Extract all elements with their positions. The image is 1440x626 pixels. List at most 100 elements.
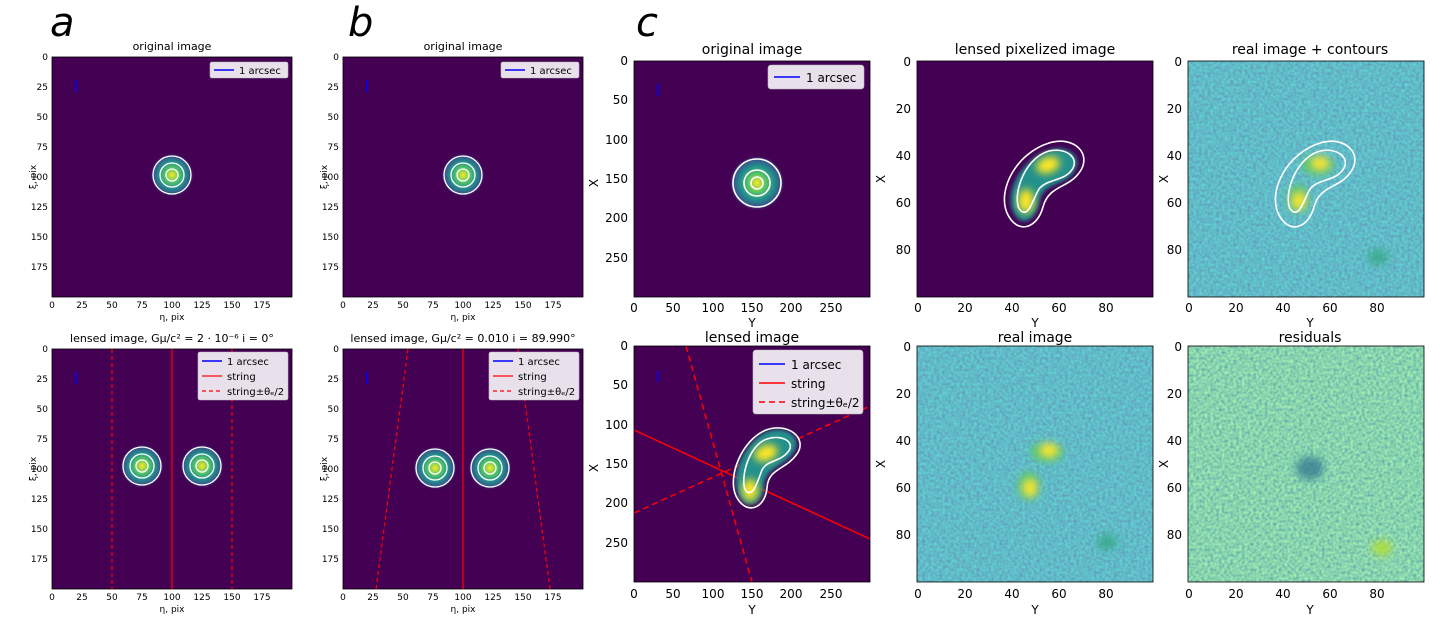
panel-title: lensed image, Gμ/c² = 0.010 i = 89.990° [350, 332, 575, 345]
svg-text:0: 0 [630, 301, 638, 315]
svg-text:40: 40 [1275, 301, 1290, 315]
svg-text:60: 60 [896, 196, 911, 210]
svg-text:0: 0 [1174, 55, 1182, 69]
svg-text:150: 150 [514, 301, 531, 311]
legend-label: 1 arcsec [239, 66, 281, 77]
panel-title: real image [998, 330, 1073, 346]
x-label: η, pix [451, 313, 477, 323]
x-ticks: 0 20 40 60 80 [1185, 587, 1384, 601]
legend-label: 1 arcsec [227, 357, 269, 368]
panel-c-real: real image 0 20 40 60 80 0 20 40 60 80 [874, 330, 1154, 617]
x-ticks: 0 20 40 60 80 [914, 301, 1113, 315]
x-ticks: 0 20 40 60 80 [914, 587, 1113, 601]
x-label: Y [1030, 316, 1039, 330]
svg-text:100: 100 [605, 418, 628, 432]
svg-text:200: 200 [605, 211, 628, 225]
svg-text:20: 20 [896, 387, 911, 401]
svg-text:0: 0 [49, 301, 55, 311]
svg-text:150: 150 [741, 301, 764, 315]
svg-text:175: 175 [544, 593, 561, 603]
x-label: η, pix [160, 313, 186, 323]
svg-text:40: 40 [896, 434, 911, 448]
svg-text:20: 20 [896, 102, 911, 116]
svg-text:60: 60 [1167, 196, 1182, 210]
legend: 1 arcsec [500, 61, 580, 79]
svg-text:50: 50 [397, 301, 409, 311]
svg-text:150: 150 [223, 301, 240, 311]
legend-label: string [227, 372, 256, 383]
svg-text:250: 250 [820, 301, 843, 315]
svg-text:25: 25 [328, 83, 339, 93]
y-label: ξ, pix [320, 456, 330, 481]
svg-text:25: 25 [328, 375, 339, 385]
svg-text:150: 150 [605, 172, 628, 186]
panel-b-bottom: lensed image, Gμ/c² = 0.010 i = 89.990° … [320, 332, 584, 615]
svg-text:150: 150 [223, 593, 240, 603]
svg-text:75: 75 [328, 435, 339, 445]
y-ticks: 0 25 50 75 100 125 150 175 [322, 345, 339, 565]
x-label: η, pix [160, 605, 186, 615]
svg-text:40: 40 [1004, 587, 1019, 601]
svg-text:200: 200 [780, 587, 803, 601]
svg-text:20: 20 [957, 587, 972, 601]
svg-text:100: 100 [322, 173, 339, 183]
panel-title: original image [424, 40, 503, 53]
y-ticks: 0 50 100 150 200 250 [605, 54, 628, 265]
panel-c-residuals: residuals 0 20 40 60 80 0 20 40 60 80 Y … [1157, 330, 1425, 617]
svg-text:80: 80 [1098, 587, 1113, 601]
legend: 1 arcsec string string±θₑ/2 [752, 349, 864, 415]
legend-label: string±θₑ/2 [791, 396, 860, 410]
panel-title: original image [702, 42, 802, 58]
legend-label: string [791, 377, 825, 391]
svg-text:150: 150 [514, 593, 531, 603]
svg-text:0: 0 [914, 301, 922, 315]
svg-text:0: 0 [1174, 340, 1182, 354]
y-ticks: 0 20 40 60 80 [1167, 55, 1182, 257]
legend-label: 1 arcsec [530, 66, 572, 77]
svg-text:80: 80 [1369, 301, 1384, 315]
svg-text:125: 125 [484, 593, 501, 603]
svg-text:50: 50 [328, 113, 340, 123]
x-ticks: 0 25 50 75 100 125 150 175 [340, 593, 561, 603]
svg-text:20: 20 [1167, 102, 1182, 116]
svg-text:60: 60 [1322, 587, 1337, 601]
y-label: X [1157, 460, 1171, 468]
svg-text:100: 100 [31, 465, 48, 475]
svg-text:20: 20 [1228, 301, 1243, 315]
svg-text:60: 60 [1167, 481, 1182, 495]
y-ticks: 0 50 100 150 200 250 [605, 339, 628, 550]
x-ticks: 0 50 100 150 200 250 [630, 301, 842, 315]
svg-text:40: 40 [896, 149, 911, 163]
x-label: Y [1305, 316, 1314, 330]
svg-text:150: 150 [31, 233, 48, 243]
svg-text:40: 40 [1167, 434, 1182, 448]
svg-text:100: 100 [454, 301, 471, 311]
svg-text:20: 20 [1228, 587, 1243, 601]
panel-b-top: original image 1 arcsec 0 25 50 75 100 1… [320, 40, 584, 323]
svg-text:100: 100 [454, 593, 471, 603]
panel-c-original: original image 1 arcsec 0 50 100 150 200… [587, 42, 871, 330]
svg-text:200: 200 [780, 301, 803, 315]
svg-text:250: 250 [605, 251, 628, 265]
svg-text:75: 75 [136, 593, 147, 603]
panel-c-lensed: lensed image 1 arcsec string s [587, 330, 871, 617]
x-ticks: 0 20 40 60 80 [1185, 301, 1384, 315]
svg-text:0: 0 [333, 53, 339, 63]
y-ticks: 0 25 50 75 100 125 150 175 [322, 53, 339, 273]
svg-text:50: 50 [665, 587, 680, 601]
svg-text:0: 0 [340, 301, 346, 311]
svg-text:20: 20 [957, 301, 972, 315]
svg-text:75: 75 [427, 301, 438, 311]
svg-text:50: 50 [397, 593, 409, 603]
y-ticks: 0 20 40 60 80 [896, 55, 911, 257]
svg-text:0: 0 [903, 55, 911, 69]
svg-text:200: 200 [605, 496, 628, 510]
svg-text:80: 80 [1167, 243, 1182, 257]
svg-text:40: 40 [1004, 301, 1019, 315]
svg-text:125: 125 [31, 495, 48, 505]
svg-text:80: 80 [896, 528, 911, 542]
y-label: ξ, pix [320, 164, 330, 189]
svg-text:80: 80 [896, 243, 911, 257]
y-ticks: 0 25 50 75 100 125 150 175 [31, 345, 48, 565]
svg-text:100: 100 [702, 301, 725, 315]
